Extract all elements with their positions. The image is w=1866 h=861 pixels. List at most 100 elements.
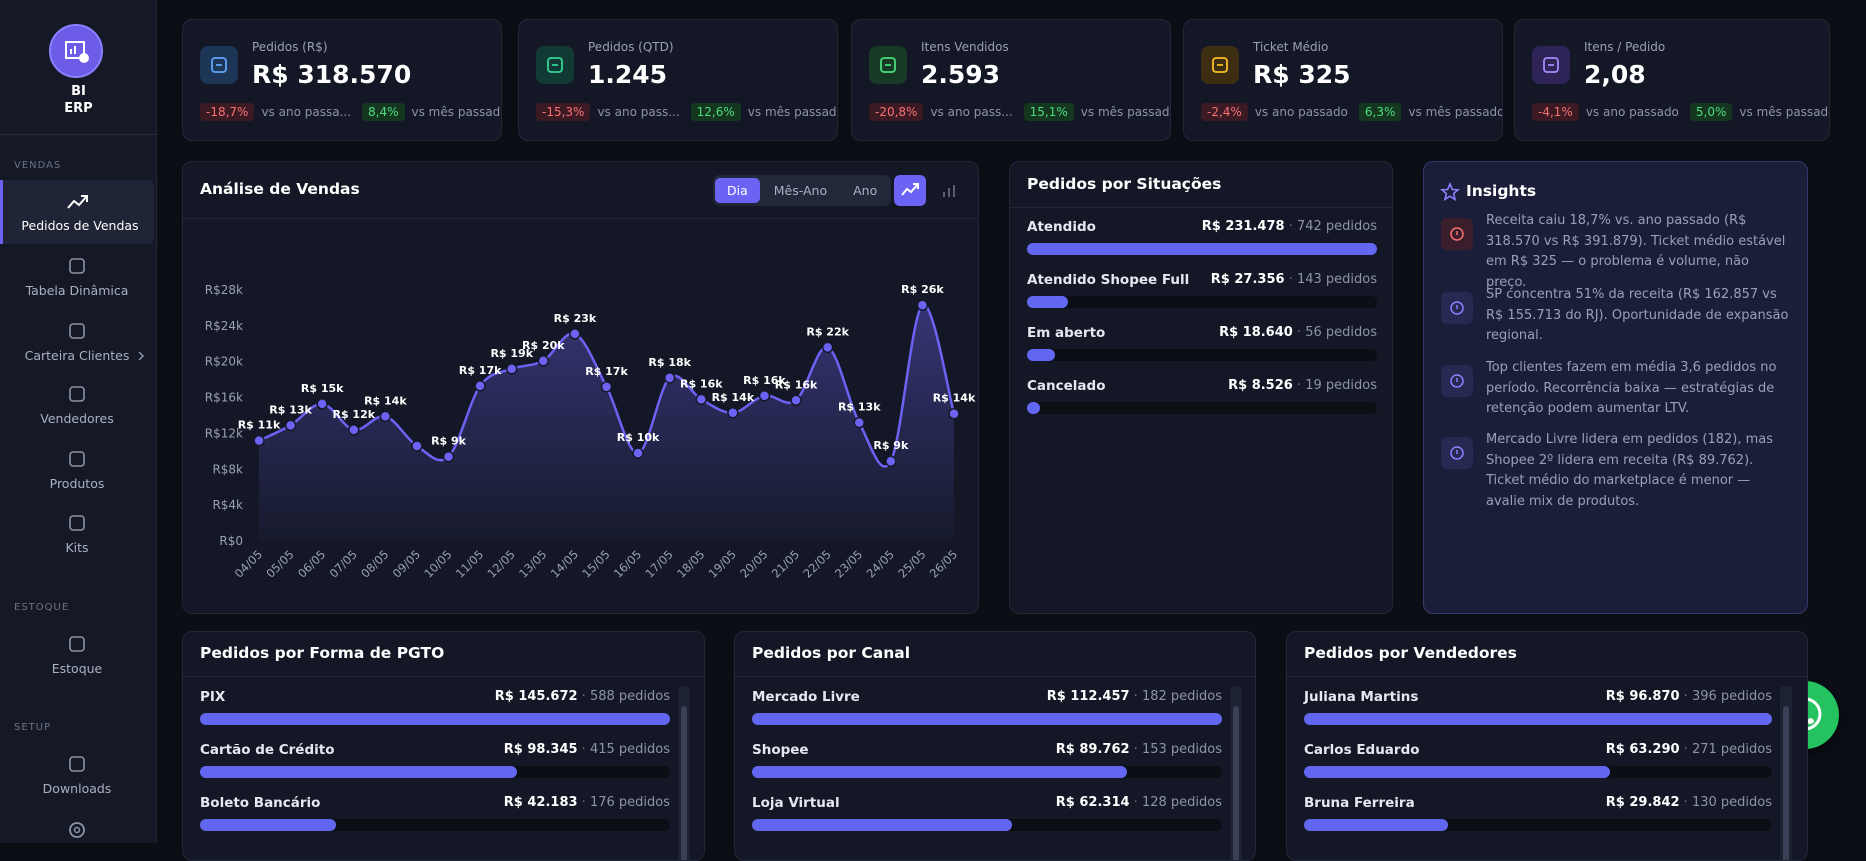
point — [569, 328, 581, 340]
icon — [211, 57, 227, 73]
item-amount: R$ 29.842 · 130 pedidos — [1304, 795, 1772, 810]
x-tick-label: 14/05 — [548, 547, 581, 580]
separator: · — [1284, 219, 1297, 234]
y-tick-label: R$16k — [205, 391, 243, 405]
kpi-compare: -20,8% vs ano pass... 15,1% vs mês passado — [869, 103, 1170, 121]
bar — [1027, 296, 1069, 308]
data-label: R$ 10k — [617, 431, 660, 444]
nav-item[interactable]: Vendedores — [0, 373, 154, 437]
logo-icon — [65, 41, 89, 63]
compare-text: vs ano passado — [1585, 105, 1679, 119]
data-label: R$ 18k — [648, 356, 691, 369]
bar-chart-button[interactable] — [935, 175, 963, 206]
item-orders: 130 pedidos — [1691, 795, 1772, 810]
nav-item[interactable]: Tabela Dinâmica — [0, 245, 154, 309]
icon-shape — [81, 195, 88, 202]
x-tick-label: 16/05 — [611, 547, 644, 580]
nav-item[interactable]: Estoque — [0, 623, 154, 687]
nav-item[interactable]: Pedidos de Vendas — [0, 180, 154, 244]
item-amount: R$ 8.526 · 19 pedidos — [1027, 378, 1377, 393]
item-orders: 271 pedidos — [1691, 742, 1772, 757]
badge-positive: 6,3% — [1358, 103, 1402, 121]
data-label: R$ 9k — [431, 435, 467, 448]
item-amount: R$ 42.183 · 176 pedidos — [200, 795, 670, 810]
nav-item[interactable]: Kits — [0, 502, 154, 566]
item-value: R$ 96.870 — [1605, 689, 1680, 704]
icon — [69, 451, 85, 467]
point — [316, 398, 328, 410]
item-name: Mercado Livre — [752, 689, 860, 705]
logo-text: BI — [71, 84, 86, 99]
x-tick-label: 22/05 — [800, 547, 833, 580]
icon — [69, 258, 85, 274]
panel-title: Pedidos por Canal — [752, 644, 911, 662]
bar — [200, 713, 670, 725]
scrollbar[interactable] — [1780, 686, 1792, 860]
icon-shape — [901, 183, 919, 196]
scrollbar[interactable] — [1230, 686, 1242, 860]
icon-shape — [67, 195, 88, 209]
kpi-label: Ticket Médio — [1253, 40, 1329, 54]
kpi-value: R$ 318.570 — [252, 60, 412, 89]
area — [259, 304, 954, 541]
item-orders: 415 pedidos — [589, 742, 670, 757]
nav-item[interactable]: Downloads — [0, 743, 154, 807]
data-label: R$ 15k — [301, 382, 344, 395]
bar-track — [752, 713, 1222, 725]
item-orders: 143 pedidos — [1296, 272, 1377, 287]
item-orders: 19 pedidos — [1305, 378, 1377, 393]
badge-positive: 15,1% — [1023, 103, 1074, 121]
icon-shape — [880, 57, 896, 73]
compare-text: vs ano passa... — [261, 105, 352, 119]
kpi-icon — [869, 46, 907, 84]
item-amount: R$ 231.478 · 742 pedidos — [1027, 219, 1377, 234]
item-value: R$ 27.356 — [1210, 272, 1285, 287]
tab[interactable]: Dia — [715, 178, 760, 203]
icon — [901, 183, 919, 196]
tab[interactable]: Mês-Ano — [773, 183, 828, 198]
bar-track — [1027, 402, 1377, 414]
nav-item[interactable]: Carteira Clientes — [0, 310, 154, 374]
icon-shape — [1450, 301, 1464, 315]
point — [948, 407, 960, 420]
nav-item[interactable]: Produtos — [0, 438, 154, 502]
kpi-card: Itens Vendidos 2.593 -20,8% vs ano pass... 1… — [851, 19, 1171, 141]
settings-icon — [69, 822, 85, 838]
item-name: Loja Virtual — [752, 795, 840, 811]
insight-icon — [1441, 365, 1473, 397]
section-title: ESTOQUE — [14, 602, 70, 613]
icon — [943, 185, 955, 197]
point — [348, 424, 360, 436]
x-tick-label: 25/05 — [895, 547, 928, 580]
separator: · — [577, 742, 590, 757]
data-label: R$ 19k — [490, 347, 533, 360]
item-name: Atendido — [1027, 219, 1096, 235]
separator: · — [1129, 795, 1142, 810]
badge-positive: 12,6% — [690, 103, 741, 121]
item-orders: 56 pedidos — [1305, 325, 1377, 340]
separator: · — [1129, 689, 1142, 704]
nav-label: Vendedores — [40, 411, 114, 426]
divider — [183, 218, 978, 219]
point — [695, 393, 708, 406]
compare-text: vs mês passado — [747, 105, 838, 119]
item-value: R$ 112.457 — [1046, 689, 1130, 704]
tab[interactable]: Ano — [853, 183, 878, 198]
separator: · — [1292, 325, 1306, 340]
kpi-compare: -4,1% vs ano passado 5,0% vs mês passado — [1532, 103, 1829, 121]
line-chart-button[interactable] — [894, 175, 926, 206]
bar-track — [200, 819, 670, 831]
icon-shape — [913, 183, 919, 189]
bar-track — [200, 713, 670, 725]
item-name: PIX — [200, 689, 226, 705]
point — [821, 341, 834, 354]
kpi-label: Pedidos (R$) — [252, 40, 328, 54]
insight-text: SP concentra 51% da receita (R$ 162.857 … — [1486, 287, 1789, 343]
bar-track — [1304, 713, 1772, 725]
item-orders: 742 pedidos — [1296, 219, 1377, 234]
item-amount: R$ 27.356 · 143 pedidos — [1027, 272, 1377, 287]
nav-label: Tabela Dinâmica — [25, 283, 129, 298]
point — [853, 416, 865, 429]
scrollbar[interactable] — [678, 686, 690, 860]
icon — [69, 636, 85, 652]
